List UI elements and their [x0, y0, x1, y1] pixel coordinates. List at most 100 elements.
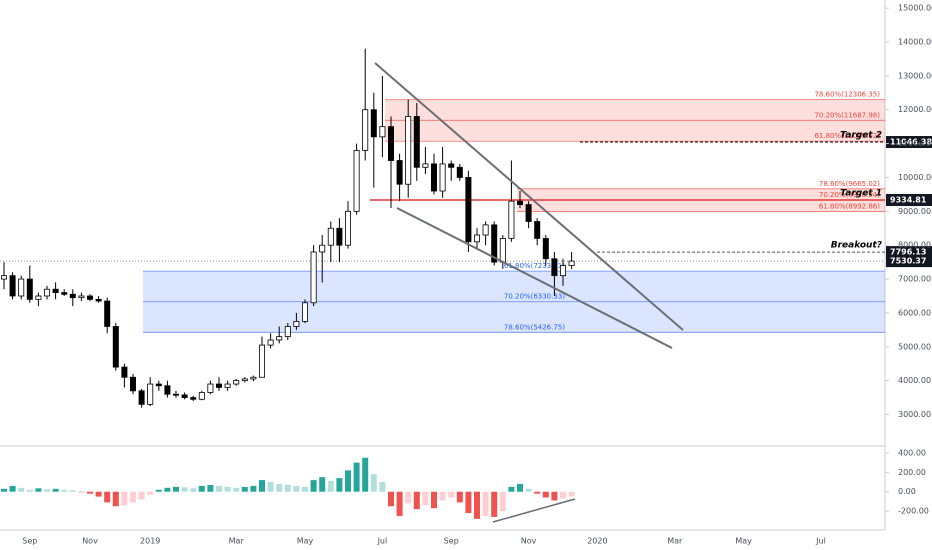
- x-tick-label: May: [735, 537, 752, 546]
- candle-body: [422, 163, 429, 168]
- price-label-box: [886, 136, 932, 149]
- histogram-bar: [181, 487, 188, 492]
- trendline-upper: [374, 62, 684, 331]
- candle-body: [112, 326, 119, 368]
- y-tick-label: 200.00: [898, 468, 926, 477]
- candle-body: [61, 292, 68, 295]
- x-tick-label: Sep: [22, 537, 37, 546]
- x-tick-label: Jul: [815, 537, 826, 546]
- histogram-bar: [525, 488, 532, 492]
- price-label: 7530.37: [890, 257, 926, 266]
- histogram-bar: [560, 491, 566, 499]
- y-tick-label: 13000.00: [898, 71, 932, 80]
- histogram-bar: [474, 491, 480, 519]
- candle-body: [276, 336, 283, 341]
- x-tick-label: 2019: [140, 537, 160, 546]
- histogram-bar: [198, 485, 205, 492]
- histogram-bar: [431, 491, 437, 509]
- histogram-bar: [130, 491, 136, 503]
- candle-body: [87, 295, 94, 300]
- histogram-bar: [241, 486, 248, 492]
- histogram-bar: [104, 491, 111, 503]
- trendline-lower: [396, 207, 673, 349]
- y-tick-label: 11000.00: [898, 139, 932, 148]
- candle-body: [121, 366, 128, 378]
- candle-body: [396, 160, 403, 185]
- y-tick-label: 10000.00: [898, 173, 932, 182]
- fib-label: 78.60%(5426.75): [504, 323, 565, 331]
- histogram-bar: [508, 486, 515, 492]
- candle-body: [155, 383, 162, 387]
- histogram-bar: [250, 485, 257, 492]
- candle-body: [327, 227, 334, 246]
- histogram-bar: [233, 487, 240, 492]
- histogram-bar: [379, 482, 386, 492]
- histogram-bar: [336, 478, 343, 492]
- candle-body: [370, 109, 377, 138]
- histogram-bar: [448, 491, 455, 498]
- histogram-bar: [26, 489, 33, 492]
- histogram-bar: [534, 491, 541, 494]
- candle-body: [233, 380, 240, 385]
- candle-body: [129, 376, 136, 392]
- candle-body: [258, 344, 265, 378]
- candle-body: [250, 376, 257, 380]
- oscillator-trendline: [492, 498, 576, 523]
- y-tick-label: 15000.00: [898, 4, 932, 13]
- y-tick-label: 6000.00: [898, 308, 931, 317]
- histogram-bar: [284, 484, 291, 492]
- x-tick-label: Mar: [667, 537, 683, 546]
- candle-body: [69, 293, 76, 299]
- histogram-bar: [568, 491, 575, 497]
- fib-label: 78.60%(12306.35): [814, 90, 880, 98]
- histogram-bar: [456, 491, 463, 503]
- candle-body: [336, 227, 343, 246]
- candle-body: [267, 339, 274, 346]
- candle-body: [310, 251, 317, 304]
- histogram-bar: [370, 474, 377, 492]
- histogram-bar: [164, 487, 171, 492]
- price-label: 11046.38: [890, 138, 932, 147]
- histogram-bar: [52, 488, 59, 492]
- candle-body: [198, 392, 205, 400]
- fib-label: 78.60%(9665.02): [819, 180, 880, 188]
- y-tick-label: 3000.00: [898, 410, 931, 419]
- fib-zones: 78.60%(12306.35) 70.20%(11687.98) 61.80%(1…: [0, 90, 885, 333]
- candle-body: [525, 204, 532, 222]
- candle-body: [499, 238, 506, 263]
- candle-body: [508, 200, 515, 239]
- histogram-bar: [517, 483, 523, 492]
- candle-body: [95, 298, 102, 302]
- candle-body: [9, 275, 16, 297]
- fib-label: 70.20%(6330.33): [504, 293, 565, 301]
- histogram-bar: [362, 457, 369, 492]
- price-label-box: [886, 193, 932, 206]
- candle-body: [448, 163, 455, 168]
- price-label-box: [886, 246, 932, 259]
- histogram-bar: [422, 491, 429, 506]
- candle-body: [430, 163, 437, 192]
- histogram-bar: [405, 491, 412, 504]
- fib-label: 70.20%(11687.98): [814, 111, 880, 119]
- x-tick-label: Nov: [82, 537, 98, 546]
- fib-label: 70.20%(9338.94): [819, 191, 880, 199]
- candle-body: [405, 116, 412, 185]
- candle-body: [172, 393, 179, 396]
- x-tick-label: 2020: [587, 537, 607, 546]
- candle-body: [78, 295, 85, 299]
- candle-body: [362, 109, 369, 151]
- histogram-bar: [439, 491, 446, 501]
- x-tick-label: Mar: [229, 537, 245, 546]
- candle-body: [379, 126, 386, 138]
- target-label: Breakout?: [831, 241, 882, 251]
- histogram-bar: [35, 488, 42, 492]
- histogram-bar: [147, 491, 154, 495]
- candle-body: [319, 244, 326, 253]
- candle-body: [387, 126, 394, 161]
- fib-label: 61.80%(8992.86): [819, 203, 880, 211]
- histogram-bar: [302, 486, 308, 492]
- histogram-bar: [87, 491, 93, 494]
